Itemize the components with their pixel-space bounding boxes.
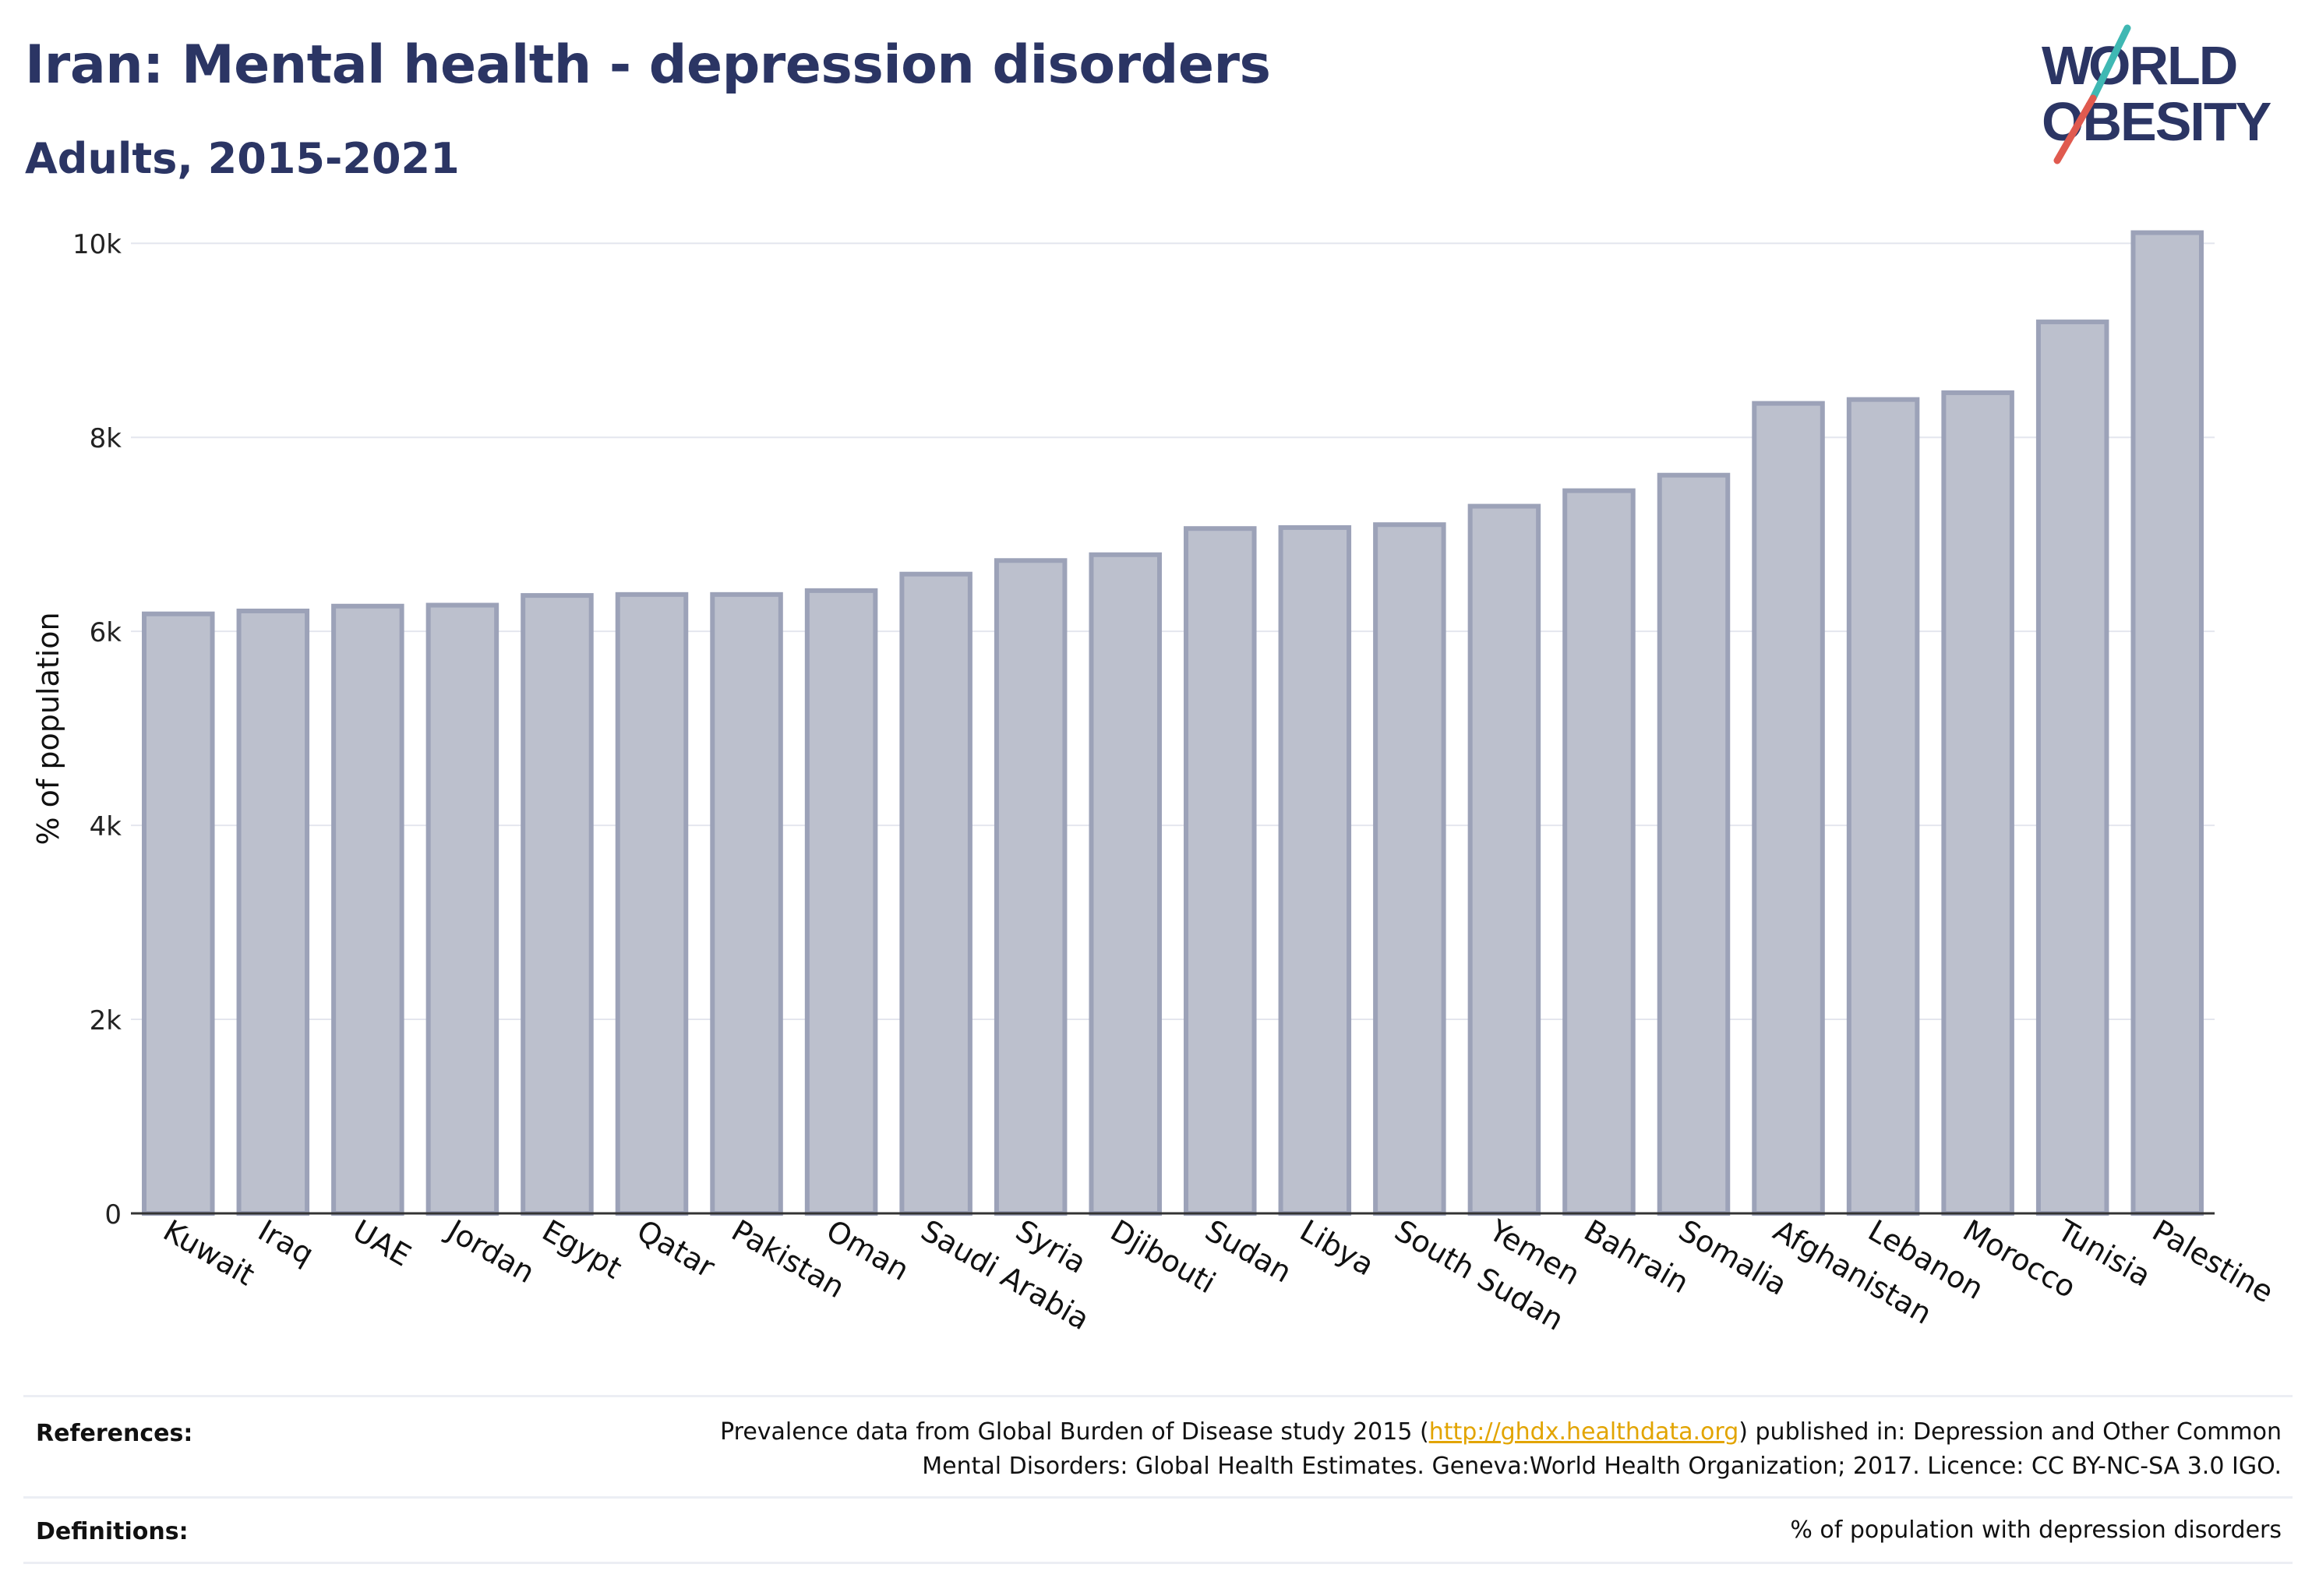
bar-palestine[interactable] xyxy=(2130,230,2204,1216)
y-tick-label: 10k xyxy=(72,229,122,260)
references-line1-post: ) published in: Depression and Other Com… xyxy=(1738,1418,2282,1446)
y-tick-label: 4k xyxy=(90,811,122,842)
bar-tunisia[interactable] xyxy=(2035,320,2109,1216)
bar-djibouti[interactable] xyxy=(1089,552,1162,1216)
x-tick-label: Bahrain xyxy=(1578,1213,1694,1301)
y-axis-label: % of population xyxy=(31,612,65,845)
references-link[interactable]: http://ghdx.healthdata.org xyxy=(1428,1418,1739,1446)
references-label: References: xyxy=(36,1420,193,1447)
references-line1-pre: Prevalence data from Global Burden of Di… xyxy=(720,1418,1429,1446)
bar-iraq[interactable] xyxy=(236,609,310,1216)
references-text: Prevalence data from Global Burden of Di… xyxy=(720,1415,2282,1484)
y-tick-label: 6k xyxy=(90,617,122,648)
bar-afghanistan[interactable] xyxy=(1752,401,1825,1216)
world-obesity-logo: W ORLD OBESITY xyxy=(2042,24,2273,164)
bar-bahrain[interactable] xyxy=(1562,488,1636,1216)
x-tick-label: Palestine xyxy=(2147,1213,2279,1310)
references-line2: Mental Disorders: Global Health Estimate… xyxy=(922,1453,2282,1480)
chart-title: Iran: Mental health - depression disorde… xyxy=(25,34,1271,96)
bar-oman[interactable] xyxy=(804,588,878,1216)
svg-text:W: W xyxy=(2042,35,2093,96)
y-tick-label: 8k xyxy=(90,423,122,454)
bar-jordan[interactable] xyxy=(425,602,499,1216)
x-tick-label: Egypt xyxy=(536,1213,627,1286)
footer-divider xyxy=(23,1562,2293,1564)
footer-divider xyxy=(23,1395,2293,1397)
bars xyxy=(142,230,2204,1216)
x-tick-label: Somalia xyxy=(1673,1213,1793,1302)
definitions-label: Definitions: xyxy=(36,1518,189,1545)
bar-sudan[interactable] xyxy=(1184,526,1257,1216)
x-tick-label: Djibouti xyxy=(1105,1213,1222,1301)
footer-divider xyxy=(23,1496,2293,1499)
bar-lebanon[interactable] xyxy=(1846,397,1920,1216)
bar-south-sudan[interactable] xyxy=(1373,522,1446,1216)
bar-somalia[interactable] xyxy=(1657,472,1731,1216)
bar-egypt[interactable] xyxy=(521,593,594,1216)
y-tick-label: 2k xyxy=(90,1005,122,1036)
x-tick-label: Qatar xyxy=(631,1213,721,1285)
x-tick-label: Jordan xyxy=(440,1213,540,1291)
bar-libya[interactable] xyxy=(1278,524,1352,1216)
x-tick-label: Iraq xyxy=(252,1213,319,1272)
bar-yemen[interactable] xyxy=(1467,503,1541,1216)
x-tick-label: Libya xyxy=(1294,1213,1380,1283)
y-tick-labels: 0 2k 4k 6k 8k 10k xyxy=(72,229,122,1231)
bar-qatar[interactable] xyxy=(615,591,689,1216)
svg-text:ORLD: ORLD xyxy=(2088,35,2236,96)
bar-saudi-arabia[interactable] xyxy=(899,571,972,1216)
bar-syria[interactable] xyxy=(994,558,1068,1216)
bar-uae[interactable] xyxy=(331,603,404,1216)
chart-subtitle: Adults, 2015-2021 xyxy=(25,134,460,183)
x-tick-label: UAE xyxy=(347,1213,416,1273)
definitions-text: % of population with depression disorder… xyxy=(1790,1517,2282,1544)
bar-kuwait[interactable] xyxy=(142,611,215,1216)
x-tick-label: Kuwait xyxy=(157,1213,260,1293)
bar-pakistan[interactable] xyxy=(710,591,783,1216)
x-tick-label: Afghanistan xyxy=(1768,1213,1938,1331)
bar-morocco[interactable] xyxy=(1941,390,2014,1216)
y-tick-label: 0 xyxy=(104,1199,122,1231)
